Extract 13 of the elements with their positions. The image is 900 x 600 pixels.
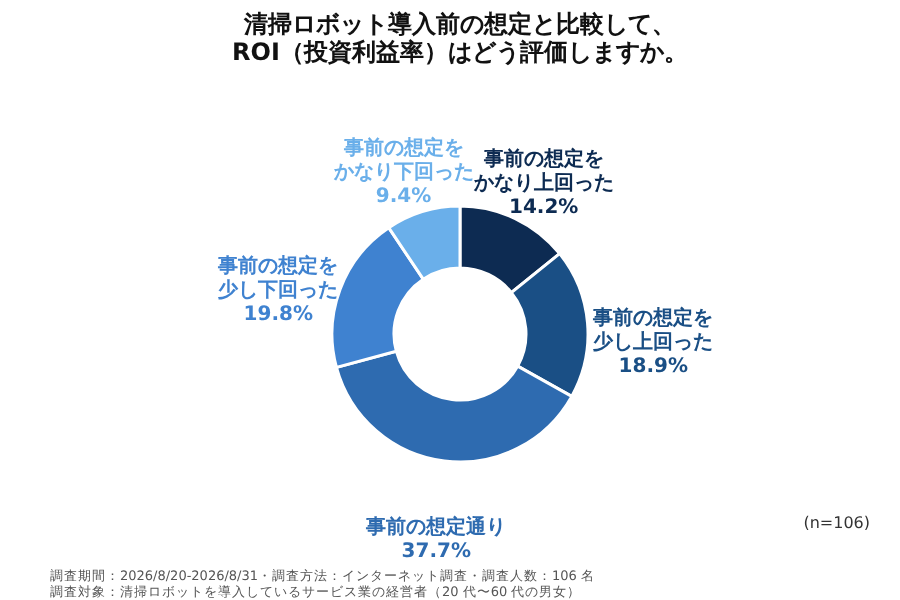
slice-label: 事前の想定を少し下回った bbox=[216, 254, 339, 302]
data-label: 19.8% bbox=[243, 304, 314, 326]
slice-label: 事前の想定をかなり上回った bbox=[471, 146, 614, 195]
data-label: 14.2% bbox=[509, 196, 579, 219]
slice-label: 事前の想定通り bbox=[364, 514, 507, 539]
data-label: 18.9% bbox=[618, 355, 689, 378]
text: ROI（投資利益率）はどう評価しますか。 bbox=[232, 38, 688, 66]
text: 清掃ロボット導入前の想定と比較して、 bbox=[244, 10, 676, 38]
text: (n=106) bbox=[803, 514, 870, 532]
data-label: 9.4% bbox=[375, 186, 432, 209]
data-label: 37.7% bbox=[401, 540, 471, 563]
slice-label: 事前の想定を少し上回った bbox=[591, 305, 714, 354]
slice-label: 事前の想定をかなり下回った bbox=[331, 136, 474, 185]
